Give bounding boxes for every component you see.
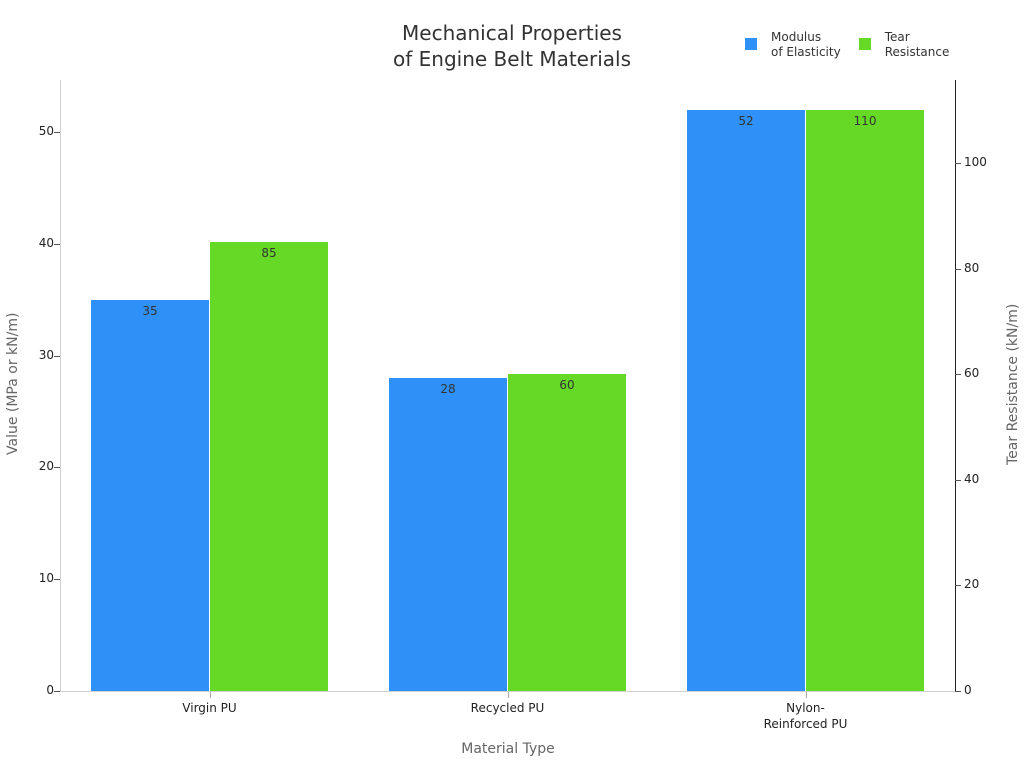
bar-value-label: 28 — [440, 381, 456, 396]
chart-title-line-1: Mechanical Properties — [402, 21, 622, 45]
bar-value-label: 60 — [559, 378, 575, 393]
y-tick-label: 0 — [46, 683, 54, 697]
legend-item-tear[interactable]: Tear Resistance — [858, 30, 950, 60]
x-tick-mark — [507, 692, 509, 698]
bar-value-label: 85 — [261, 246, 277, 261]
legend: Modulus of Elasticity Tear Resistance — [745, 30, 949, 60]
y2-tick-label: 0 — [964, 683, 972, 697]
y2-tick-mark — [955, 585, 961, 587]
y-tick-mark — [54, 467, 60, 469]
x-tick-mark — [209, 692, 211, 698]
bar-tear[interactable]: 110 — [806, 110, 924, 691]
bar-tear[interactable]: 60 — [508, 374, 626, 691]
y2-axis-title: Tear Resistance (kN/m) — [1005, 303, 1021, 465]
x-tick-label: Virgin PU — [182, 701, 237, 715]
bar-modulus[interactable]: 52 — [687, 109, 805, 691]
y2-tick-mark — [955, 691, 961, 692]
x-tick-mark — [805, 692, 807, 698]
legend-swatch-modulus — [745, 38, 757, 50]
y-axis-left — [60, 80, 61, 692]
bar-value-label: 52 — [738, 113, 754, 128]
y2-tick-label: 80 — [964, 260, 980, 275]
y2-tick-label: 40 — [964, 471, 980, 486]
y2-tick-label: 60 — [964, 366, 980, 381]
y2-tick-mark — [955, 163, 961, 164]
bar-modulus[interactable]: 28 — [389, 377, 507, 691]
bar-value-label: 110 — [853, 114, 877, 129]
x-tick-label: Nylon- Reinforced PU — [763, 701, 848, 731]
y-tick-label: 10 — [38, 571, 54, 586]
bar-tear[interactable]: 85 — [210, 242, 328, 691]
y2-tick-label: 20 — [964, 577, 980, 592]
chart-title: Mechanical Properties of Engine Belt Mat… — [362, 20, 662, 72]
bar-value-label: 35 — [142, 303, 158, 318]
y-tick-label: 50 — [38, 124, 54, 138]
y2-tick-mark — [955, 374, 961, 376]
legend-label-modulus: Modulus of Elasticity — [771, 30, 841, 59]
y-tick-label: 20 — [38, 459, 54, 474]
chart-title-line-2: of Engine Belt Materials — [393, 47, 631, 71]
bar-modulus[interactable]: 35 — [91, 299, 209, 691]
y-tick-label: 30 — [38, 347, 54, 362]
y2-tick-label: 100 — [964, 155, 987, 169]
y2-tick-mark — [955, 268, 961, 270]
x-axis — [60, 691, 956, 692]
x-tick-label: Recycled PU — [470, 701, 545, 715]
y-tick-mark — [54, 355, 60, 357]
y-tick-mark — [54, 243, 60, 245]
y-tick-mark — [54, 691, 60, 692]
y-tick-mark — [54, 579, 60, 581]
legend-label-tear: Tear Resistance — [884, 30, 950, 59]
y-axis-right — [955, 80, 956, 692]
x-axis-title: Material Type — [461, 741, 555, 757]
y-tick-mark — [54, 132, 60, 133]
legend-item-modulus[interactable]: Modulus of Elasticity — [745, 30, 841, 60]
y2-tick-mark — [955, 479, 961, 481]
y-tick-label: 40 — [38, 235, 54, 250]
legend-swatch-tear — [858, 38, 871, 50]
y-axis-title: Value (MPa or kN/m) — [5, 312, 21, 455]
